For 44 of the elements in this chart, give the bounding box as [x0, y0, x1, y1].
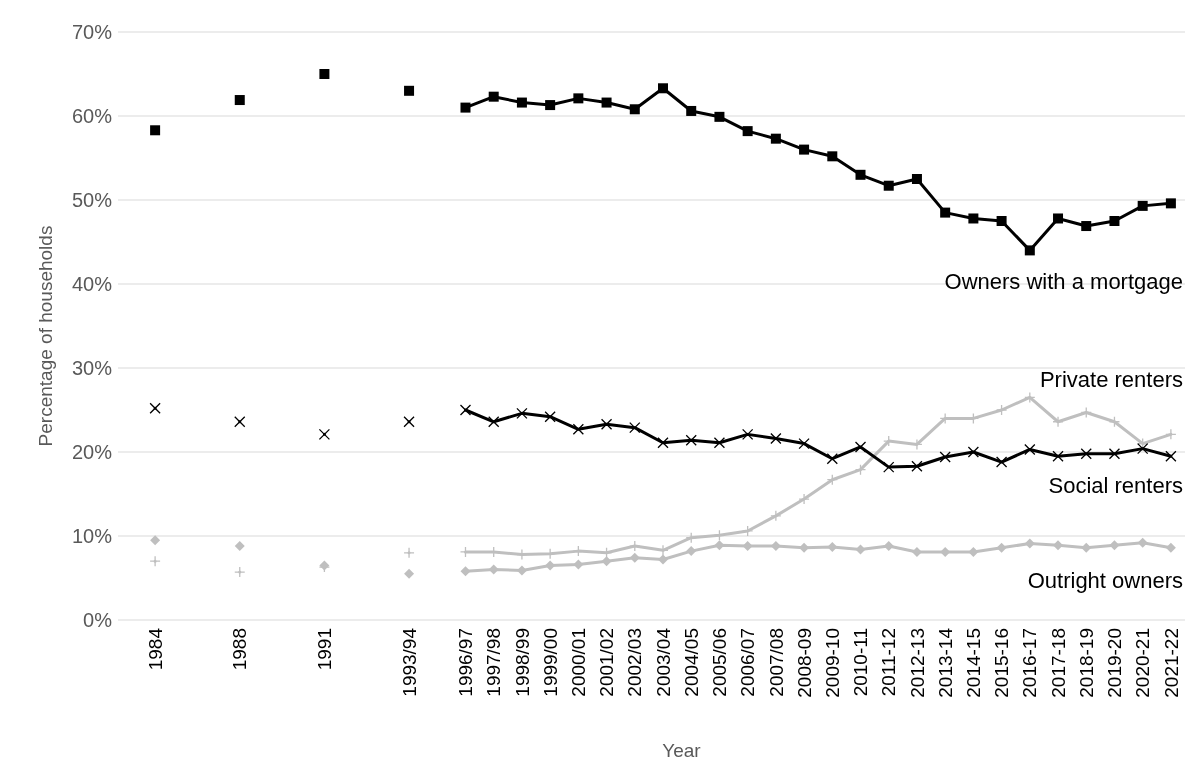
x-tick-label: 2010-11 — [850, 628, 872, 697]
series-label: Owners with a mortgage — [944, 269, 1183, 295]
x-tick-label: 2014-15 — [963, 628, 985, 698]
x-tick-label: 2006/07 — [737, 628, 759, 697]
x-tick-label: 2012-13 — [906, 628, 928, 698]
y-tick-label: 20% — [71, 441, 113, 463]
x-tick-label: 2019-20 — [1104, 628, 1126, 698]
y-tick-label: 10% — [71, 525, 113, 547]
x-tick-label: 1997/98 — [483, 628, 505, 697]
x-tick-label: 2008-09 — [793, 628, 815, 698]
x-tick-label: 2000/01 — [568, 628, 589, 697]
x-tick-label: 2011-12 — [878, 628, 900, 697]
x-tick-label: 2004/05 — [680, 628, 702, 697]
x-tick-label: 2003/04 — [652, 627, 674, 697]
x-tick-label: 2020-21 — [1132, 628, 1154, 698]
y-tick-label: 30% — [71, 357, 113, 379]
y-tick-label: 70% — [71, 21, 113, 43]
x-tick-label: 1999/00 — [539, 628, 561, 697]
x-tick-label: 2015-16 — [991, 628, 1013, 698]
x-axis-title: Year — [662, 740, 702, 761]
series-label: Private renters — [1039, 367, 1183, 393]
y-tick-label: 40% — [71, 273, 113, 295]
x-tick-label: 2009-10 — [821, 628, 843, 698]
x-tick-label: 1993/94 — [398, 627, 420, 697]
x-tick-label: 2001/02 — [596, 628, 618, 697]
x-tick-label: 2002/03 — [624, 628, 646, 697]
x-tick-label: 2013-14 — [934, 627, 956, 698]
series-label: Outright owners — [1027, 567, 1183, 593]
x-tick-label: 2007/08 — [765, 628, 787, 697]
x-tick-label: 2018-19 — [1075, 628, 1097, 698]
y-tick-label: 0% — [83, 609, 113, 631]
x-tick-label: 1991 — [314, 628, 336, 671]
x-tick-label: 1998/99 — [511, 628, 533, 697]
x-tick-label: 2016-17 — [1019, 628, 1041, 698]
y-tick-label: 50% — [71, 189, 113, 211]
x-tick-label: 1996/97 — [455, 628, 477, 697]
y-tick-label: 60% — [71, 105, 113, 127]
y-axis-title: Percentage of households — [35, 225, 56, 447]
x-tick-label: 1988 — [229, 628, 251, 671]
series-label: Social renters — [1048, 473, 1183, 499]
x-tick-label: 2021-22 — [1160, 628, 1182, 698]
x-tick-label: 1984 — [144, 627, 166, 671]
x-tick-label: 2017-18 — [1047, 628, 1069, 698]
x-tick-label: 2005/06 — [709, 628, 731, 697]
